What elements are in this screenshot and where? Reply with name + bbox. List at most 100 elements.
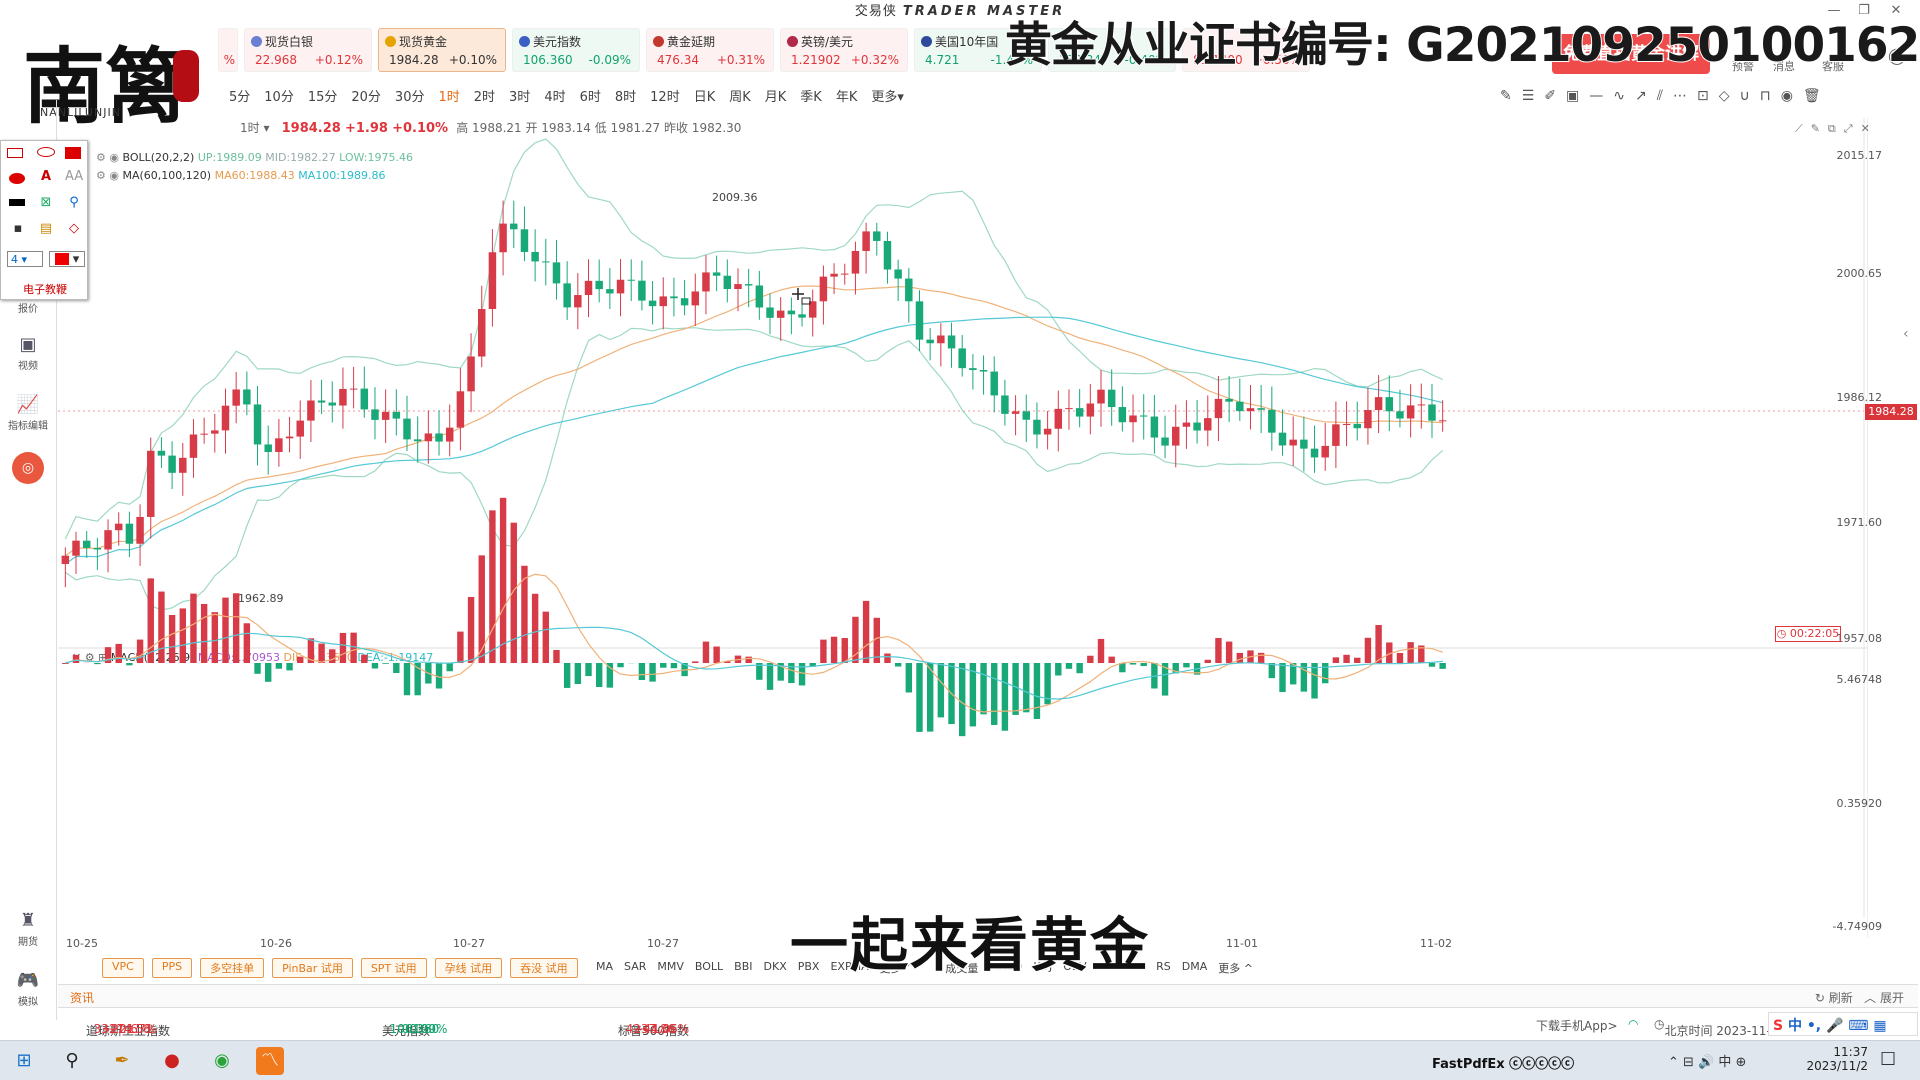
indicator-tab[interactable]: DMA xyxy=(1181,960,1208,973)
signal-tag[interactable]: PinBar 试用 xyxy=(272,958,353,978)
arrow-icon[interactable]: ↗ xyxy=(1635,88,1647,104)
close-button[interactable]: ✕ xyxy=(1890,3,1902,18)
pen-app-icon[interactable]: ✒ xyxy=(114,1050,130,1071)
promo-banner[interactable]: 免费直播黄金讲解 xyxy=(1552,34,1710,74)
signal-tag[interactable]: 吞没 试用 xyxy=(510,958,578,978)
add-icon[interactable]: ⊞ xyxy=(98,651,108,664)
download-link[interactable]: 下载手机App> xyxy=(1536,1019,1618,1033)
indicator-tab[interactable]: RSI xyxy=(1127,960,1146,973)
magnet-icon[interactable]: ∪ xyxy=(1739,88,1750,104)
eye-toggle-icon[interactable]: ◉ xyxy=(109,169,119,182)
collapse-icon[interactable]: ‹ xyxy=(1903,326,1909,342)
period-tab[interactable]: 10分 xyxy=(264,90,294,105)
service-button[interactable]: 客服 xyxy=(1822,60,1844,73)
fib-icon[interactable]: ☰ xyxy=(1521,88,1535,104)
zoom-icon[interactable]: ⚲ xyxy=(69,195,79,210)
index-item[interactable]: 道琼斯工业指数 33274.58 +221.71 +0.67% xyxy=(86,1022,171,1038)
period-tab[interactable]: 月K xyxy=(764,90,787,105)
indicator-tab[interactable]: EXPMA xyxy=(830,960,869,973)
refresh-button[interactable]: ↻ 刷新 xyxy=(1814,991,1853,1005)
period-tab[interactable]: 2时 xyxy=(473,90,496,105)
indicator-tab[interactable]: 成交量 xyxy=(945,962,979,975)
ticker-item[interactable]: 150.347 -0.40% xyxy=(1048,28,1176,72)
period-tab[interactable]: 4时 xyxy=(544,90,566,105)
indicator-tab[interactable]: KDJ xyxy=(1033,960,1053,973)
record-app-icon[interactable]: ● xyxy=(164,1050,180,1071)
signal-tag[interactable]: VPC xyxy=(102,958,144,978)
image-icon[interactable]: ▣ xyxy=(1566,88,1580,104)
indicator-tab[interactable]: DKX xyxy=(763,960,787,973)
measure-icon[interactable]: ⊡ xyxy=(1696,88,1709,104)
signal-tag[interactable]: SPT 试用 xyxy=(360,958,427,978)
save-icon[interactable]: ▪ xyxy=(13,221,23,236)
period-tab[interactable]: 周K xyxy=(729,90,751,105)
layers-icon[interactable]: ⧉ xyxy=(1827,122,1836,135)
signal-tag[interactable]: PPS xyxy=(151,958,193,978)
trend-icon[interactable]: ⟋ xyxy=(1795,122,1803,135)
browser-icon[interactable]: ◉ xyxy=(214,1050,230,1071)
ticker-item[interactable]: 美国10年国 4.721 -1.45% xyxy=(914,28,1042,72)
indicator-tab[interactable]: BOLL xyxy=(694,960,724,973)
search-icon[interactable]: ⚲ xyxy=(65,1050,79,1071)
signal-tag[interactable]: 孕线 试用 xyxy=(434,958,503,978)
avatar-icon[interactable]: ◯ xyxy=(1888,46,1906,65)
period-tab[interactable]: 8时 xyxy=(614,90,637,105)
wave-icon[interactable]: ∿ xyxy=(1613,88,1625,104)
edit-icon[interactable]: ✎ xyxy=(1810,122,1820,135)
ticker-item[interactable]: 英镑/美元 1.21902 +0.32% xyxy=(780,28,908,72)
expand-icon[interactable]: ⤢ xyxy=(1843,122,1853,135)
settings-icon[interactable]: ⚙ xyxy=(96,151,106,164)
period-tab[interactable]: 20分 xyxy=(351,90,381,105)
news-label[interactable]: 资讯 xyxy=(70,991,95,1005)
sidebar-item-indicator[interactable]: 📈 指标编辑 xyxy=(6,394,50,432)
line-size-select[interactable]: 4 ▾ xyxy=(7,251,43,267)
ticker-item[interactable]: 美元指数 106.360 -0.09% xyxy=(512,28,640,72)
eye-toggle-icon[interactable]: ◉ xyxy=(109,151,119,164)
message-button[interactable]: 消息 xyxy=(1773,60,1795,73)
font-size-icon[interactable]: AA xyxy=(65,169,84,184)
signal-tag[interactable]: 多空挂单 xyxy=(200,958,265,978)
period-tab[interactable]: 5分 xyxy=(229,90,251,105)
pencil-icon[interactable]: ✎ xyxy=(1500,88,1512,104)
period-tab[interactable]: 年K xyxy=(835,90,858,105)
indicator-tab[interactable]: 更多 ^ xyxy=(1218,962,1253,975)
period-dropdown[interactable]: 1时 ▾ xyxy=(240,121,270,135)
period-tab[interactable]: 1时 xyxy=(438,90,460,105)
period-tab[interactable]: 12时 xyxy=(650,90,680,105)
live-icon[interactable]: ◎ xyxy=(12,452,44,484)
maximize-button[interactable]: ❐ xyxy=(1858,3,1870,18)
ime-toolbar[interactable]: S 中 •, 🎤 ⌨ ▦ xyxy=(1768,1012,1918,1036)
lock-icon[interactable]: ⊓ xyxy=(1759,88,1771,104)
ellipse-icon[interactable] xyxy=(37,147,55,157)
indicator-tab[interactable]: MACD xyxy=(989,960,1023,973)
more-icon[interactable]: ⋯ xyxy=(1672,88,1687,104)
clock[interactable]: 11:37 2023/11/2 xyxy=(1806,1045,1868,1073)
notification-icon[interactable]: ☐ xyxy=(1880,1049,1897,1070)
indicator-tab[interactable]: CCI xyxy=(1097,960,1117,973)
period-tab[interactable]: 6时 xyxy=(579,90,601,105)
rect-icon[interactable] xyxy=(7,148,23,158)
indicator-tab[interactable]: OBV xyxy=(1063,960,1087,973)
kline-chart[interactable] xyxy=(58,118,1868,938)
settings-icon[interactable]: ⚙ xyxy=(84,651,95,664)
period-tab[interactable]: 日K xyxy=(693,90,716,105)
sidebar-item-futures[interactable]: ♜ 期货 xyxy=(6,910,50,948)
eraser-tool-icon[interactable]: ◇ xyxy=(69,221,79,236)
period-tab[interactable]: 季K xyxy=(800,90,822,105)
indicator-tab[interactable]: SAR xyxy=(624,960,647,973)
index-item[interactable]: 美元指数 106.360 -0.100 -0.09% xyxy=(382,1022,448,1038)
fill-ellipse-icon[interactable] xyxy=(9,173,25,184)
ticker-item[interactable]: 现货白银 22.968 +0.12% xyxy=(244,28,372,72)
indicator-tab[interactable]: PBX xyxy=(797,960,820,973)
text-icon[interactable]: A xyxy=(40,169,52,184)
indicator-tab[interactable]: RS xyxy=(1156,960,1171,973)
eraser-icon[interactable]: ◇ xyxy=(1718,88,1730,104)
trader-app-icon[interactable]: 〽 xyxy=(256,1047,284,1075)
period-tab[interactable]: 3时 xyxy=(509,90,531,105)
hline-icon[interactable]: — xyxy=(1589,88,1604,104)
ticker-item[interactable]: 现货黄金 1984.28 +0.10% xyxy=(378,28,506,72)
indicator-tab[interactable]: MMV xyxy=(657,960,684,973)
period-tab[interactable]: 30分 xyxy=(394,90,425,105)
sidebar-item-quote[interactable]: 报价 xyxy=(6,300,50,315)
eye-icon[interactable]: ◉ xyxy=(1780,88,1793,104)
